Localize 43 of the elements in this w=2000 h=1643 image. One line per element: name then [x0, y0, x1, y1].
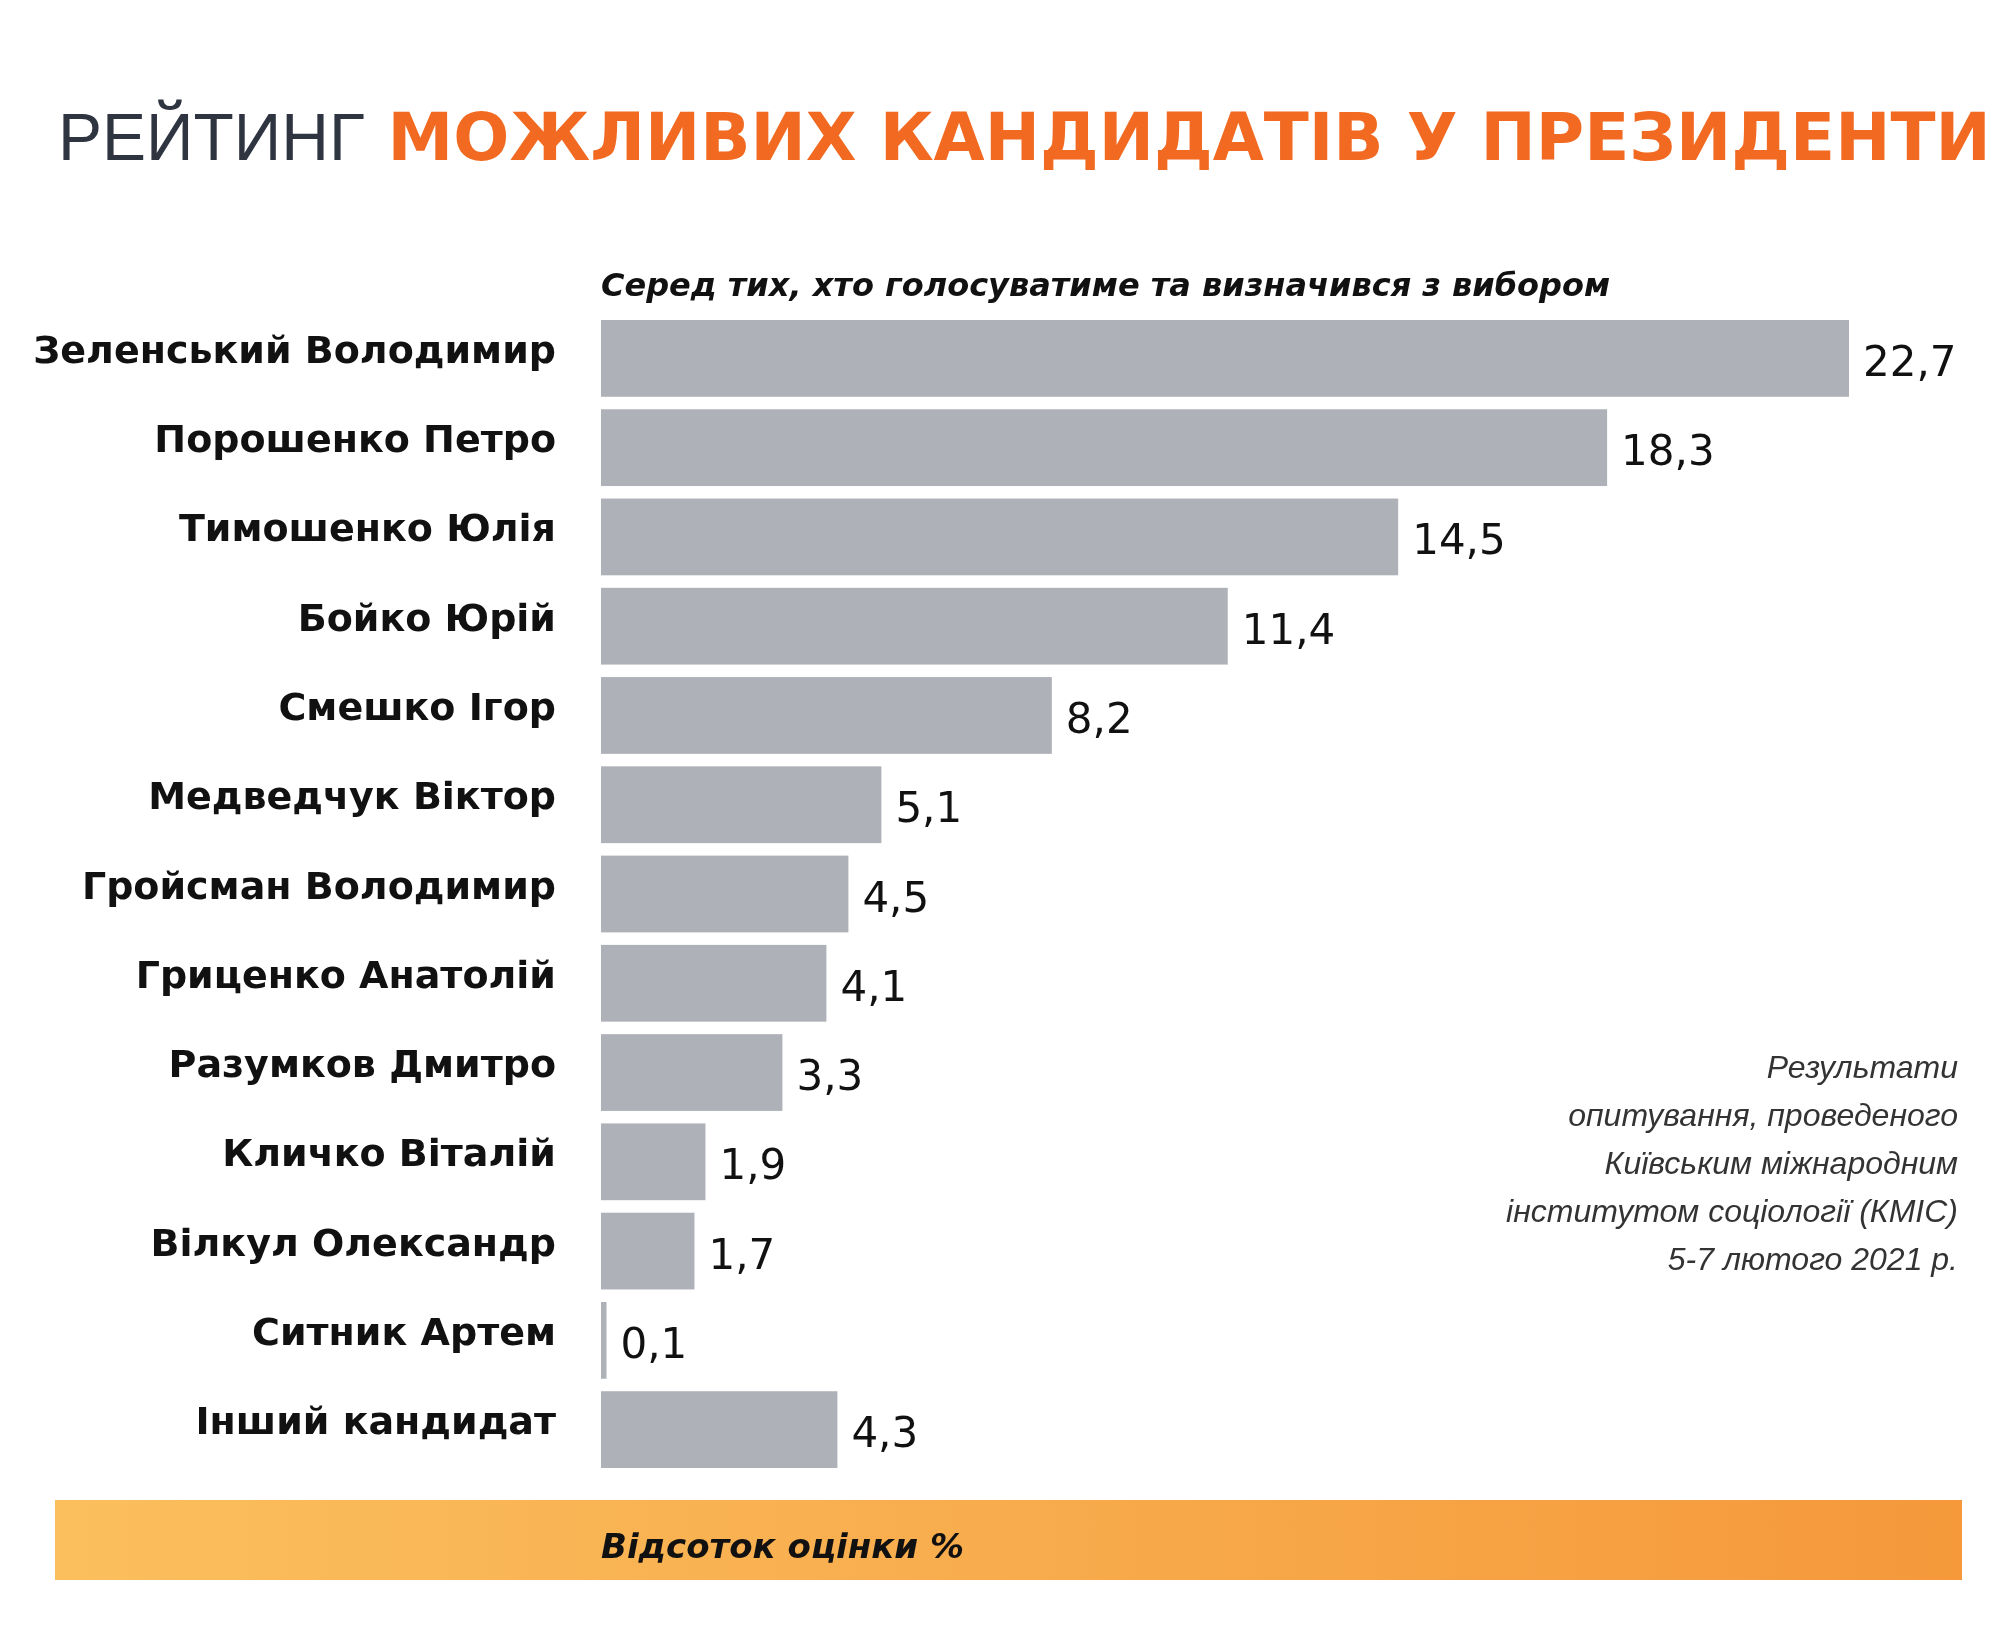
data-label: 8,2	[1065, 693, 1133, 743]
x-axis-title: Відсоток оцінки %	[601, 1525, 965, 1566]
bar	[601, 1391, 838, 1468]
y-tick-label: Медведчук Віктор	[148, 774, 556, 819]
chart-subtitle: Серед тих, хто голосуватиме та визначився з вибором	[601, 266, 1611, 304]
bar	[601, 677, 1052, 754]
bar	[601, 409, 1608, 487]
y-tick-label: Гройсман Володимир	[81, 863, 556, 908]
bar	[601, 587, 1228, 665]
data-label: 22,7	[1863, 336, 1957, 386]
y-tick-label: Разумков Дмитро	[168, 1042, 556, 1087]
data-label: 4,1	[840, 961, 908, 1011]
bar	[601, 1123, 706, 1201]
bar	[601, 1034, 783, 1111]
bar	[601, 1301, 607, 1379]
bar	[601, 944, 827, 1022]
y-tick-label: Тимошенко Юлія	[178, 506, 556, 551]
data-label: 5,1	[895, 783, 963, 833]
data-label: 14,5	[1412, 515, 1506, 565]
y-tick-label: Ситник Артем	[252, 1309, 556, 1354]
bar	[601, 855, 849, 933]
y-tick-label: Інший кандидат	[195, 1399, 556, 1444]
data-label: 4,5	[862, 872, 930, 922]
bar	[601, 1212, 695, 1290]
chart-title: РЕЙТИНГ МОЖЛИВИХ КАНДИДАТІВ У ПРЕЗИДЕНТИ	[58, 99, 1991, 176]
bar	[601, 766, 882, 844]
y-tick-label: Порошенко Петро	[154, 417, 556, 462]
data-label: 1,7	[708, 1229, 776, 1279]
y-tick-label: Смешко Ігор	[278, 684, 556, 729]
y-tick-label: Зеленський Володимир	[33, 327, 556, 372]
data-label: 3,3	[796, 1051, 864, 1101]
data-label: 18,3	[1621, 426, 1715, 476]
bar	[601, 498, 1399, 576]
y-tick-label: Бойко Юрій	[297, 595, 556, 640]
data-label: 1,9	[719, 1140, 787, 1190]
data-label: 11,4	[1241, 604, 1336, 654]
annotation: Результати опитування, проведеного Київським міжнародним інститутом соціології (КМІС) 5-7 лютого 2021 р.	[1506, 1049, 1959, 1277]
data-label: 4,3	[851, 1408, 919, 1458]
y-tick-label: Гриценко Анатолій	[135, 952, 556, 997]
y-tick-label: Вілкул Олександр	[150, 1220, 556, 1265]
data-label: 0,1	[620, 1318, 688, 1368]
y-tick-label: Кличко Віталій	[222, 1131, 556, 1176]
bar	[601, 320, 1849, 397]
